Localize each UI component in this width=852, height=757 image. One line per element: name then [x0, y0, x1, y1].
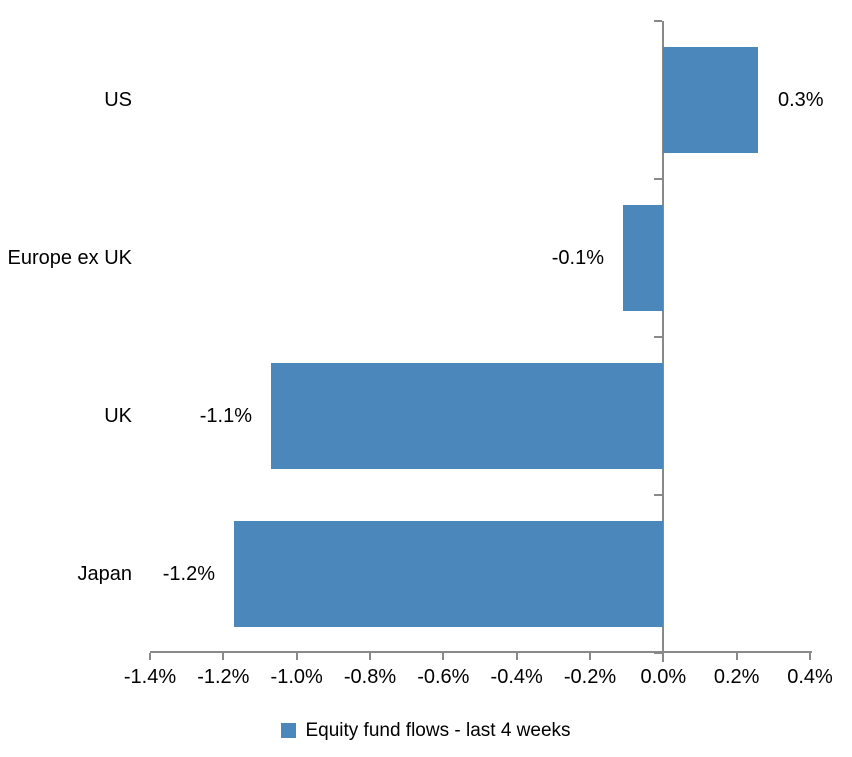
- data-label: 0.3%: [778, 89, 824, 111]
- y-axis-tick: [654, 336, 663, 338]
- bar-europe-ex-uk: [623, 205, 663, 311]
- data-label: -1.1%: [199, 405, 252, 427]
- x-axis-tick: [369, 653, 371, 660]
- x-axis-tick-label: -0.4%: [490, 666, 543, 688]
- x-axis-tick-label: -0.6%: [417, 666, 470, 688]
- x-axis-tick: [222, 653, 225, 660]
- y-axis-tick: [654, 652, 663, 654]
- y-axis-tick: [654, 20, 663, 22]
- legend: Equity fund flows - last 4 weeks: [0, 721, 852, 740]
- x-axis-tick: [515, 653, 518, 660]
- category-label: Japan: [77, 563, 133, 585]
- legend-swatch-icon: [281, 723, 297, 738]
- y-axis-tick: [654, 178, 663, 180]
- x-axis-tick: [295, 653, 298, 660]
- x-axis-tick: [589, 653, 591, 660]
- category-label: Europe ex UK: [7, 247, 132, 269]
- x-axis-tick-label: 0.2%: [713, 666, 760, 688]
- x-axis-tick: [149, 653, 151, 660]
- x-axis-line: [150, 651, 812, 653]
- y-axis-tick: [654, 494, 663, 496]
- x-axis-tick-label: -0.8%: [343, 666, 397, 688]
- category-label: US: [104, 89, 132, 111]
- x-axis-tick: [662, 653, 665, 660]
- x-axis-tick: [442, 653, 445, 660]
- legend-label: Equity fund flows - last 4 weeks: [305, 720, 571, 741]
- x-axis-tick-label: -1.2%: [197, 666, 250, 688]
- category-label: UK: [104, 405, 132, 427]
- x-axis-tick-label: -1.4%: [123, 666, 177, 688]
- data-label: -1.2%: [162, 563, 215, 585]
- data-label: -0.1%: [551, 247, 604, 269]
- x-axis-tick: [809, 653, 811, 660]
- x-axis-tick-label: 0.4%: [787, 666, 833, 688]
- x-axis-tick: [735, 653, 738, 660]
- zero-axis-line: [662, 21, 665, 662]
- bar-uk: [271, 363, 663, 469]
- x-axis-tick-label: -0.2%: [563, 666, 617, 688]
- x-axis-tick-label: -1.0%: [270, 666, 323, 688]
- bar-japan: [234, 521, 663, 627]
- x-axis-tick-label: 0.0%: [640, 666, 687, 688]
- bar-us: [663, 47, 758, 153]
